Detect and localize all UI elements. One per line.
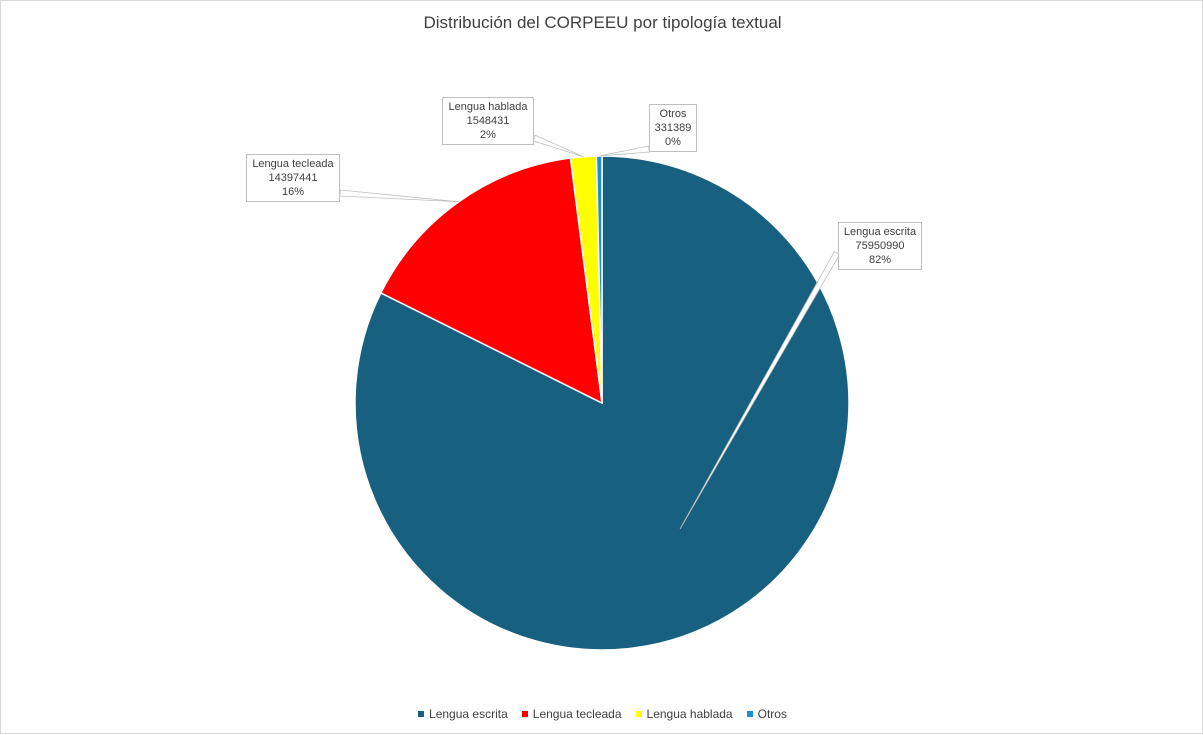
data-label-lengua-hablada: Lengua hablada 1548431 2% bbox=[442, 97, 534, 145]
chart-title: Distribución del CORPEEU por tipología t… bbox=[423, 13, 782, 32]
data-label-percent: 2% bbox=[480, 129, 496, 141]
data-label-percent: 0% bbox=[665, 136, 681, 148]
legend-label: Lengua tecleada bbox=[532, 707, 622, 721]
leader-line-lengua-tecleada bbox=[339, 189, 459, 203]
data-label-name: Lengua escrita bbox=[843, 226, 917, 238]
data-label-value: 1548431 bbox=[466, 115, 510, 127]
data-label-otros: Otros 331389 0% bbox=[649, 104, 697, 152]
legend-label: Lengua escrita bbox=[429, 707, 508, 721]
legend: Lengua escrita Lengua tecleada Lengua ha… bbox=[1, 707, 1203, 721]
data-label-name: Otros bbox=[659, 108, 687, 120]
legend-swatch bbox=[746, 711, 753, 717]
legend-item-lengua-hablada: Lengua hablada bbox=[635, 707, 733, 721]
data-label-lengua-tecleada: Lengua tecleada 14397441 16% bbox=[246, 154, 340, 202]
legend-label: Lengua hablada bbox=[646, 707, 733, 721]
legend-swatch bbox=[635, 711, 642, 717]
data-label-name: Lengua tecleada bbox=[252, 158, 334, 170]
data-label-percent: 82% bbox=[868, 254, 892, 266]
leader-line-lengua-hablada bbox=[532, 134, 584, 158]
legend-label: Otros bbox=[757, 707, 787, 721]
data-label-value: 14397441 bbox=[268, 172, 318, 184]
legend-swatch bbox=[418, 711, 425, 717]
legend-item-lengua-tecleada: Lengua tecleada bbox=[521, 707, 622, 721]
legend-swatch bbox=[521, 711, 528, 717]
leader-line-otros bbox=[599, 145, 650, 157]
pie-slice-lengua-tecleada bbox=[379, 157, 603, 405]
data-label-value: 331389 bbox=[654, 122, 692, 134]
legend-item-lengua-escrita: Lengua escrita bbox=[418, 707, 508, 721]
data-label-percent: 16% bbox=[281, 186, 305, 198]
legend-item-otros: Otros bbox=[746, 707, 787, 721]
leader-line-lengua-escrita bbox=[679, 250, 841, 530]
data-label-value: 75950990 bbox=[855, 240, 905, 252]
data-label-name: Lengua hablada bbox=[448, 101, 528, 113]
data-label-lengua-escrita: Lengua escrita 75950990 82% bbox=[838, 222, 922, 270]
